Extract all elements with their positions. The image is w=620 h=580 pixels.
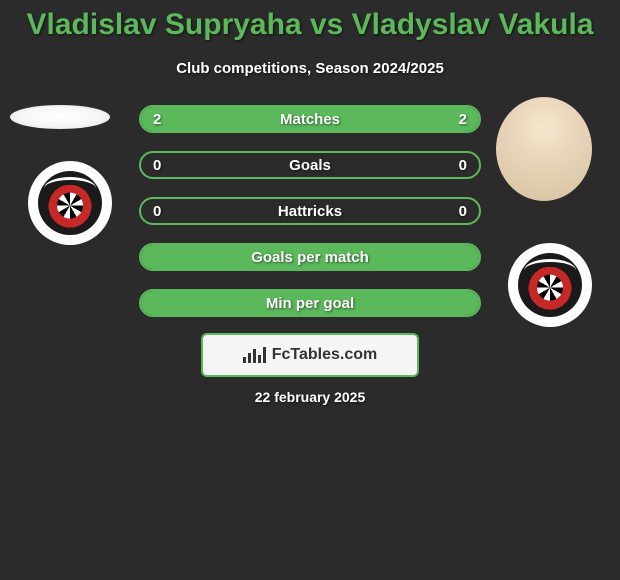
- stat-row: 0 0 Goals: [139, 151, 481, 179]
- stat-label: Hattricks: [278, 203, 342, 220]
- stat-label: Goals: [289, 157, 331, 174]
- comparison-content: 2 2 Matches 0 0 Goals 0 0 Hattricks Goals per mat…: [0, 105, 620, 405]
- player-left-photo: [10, 105, 110, 129]
- stat-row: 0 0 Hattricks: [139, 197, 481, 225]
- stat-label: Goals per match: [251, 249, 369, 266]
- stat-left-value: 0: [153, 157, 161, 174]
- soccer-ball-icon: [537, 275, 563, 301]
- bar-chart-icon: [243, 347, 266, 363]
- watermark-box: FcTables.com: [201, 333, 419, 377]
- stat-label: Min per goal: [266, 295, 354, 312]
- club-logo-left: [28, 161, 112, 245]
- stat-right-value: 0: [459, 157, 467, 174]
- stat-left-value: 2: [153, 111, 161, 128]
- stat-row: Min per goal: [139, 289, 481, 317]
- soccer-ball-icon: [57, 193, 83, 219]
- watermark-text: FcTables.com: [272, 346, 378, 364]
- stat-row: Goals per match: [139, 243, 481, 271]
- club-crest-icon: [518, 253, 582, 317]
- stat-left-value: 0: [153, 203, 161, 220]
- date-text: 22 february 2025: [0, 389, 620, 405]
- page-title: Vladislav Supryaha vs Vladyslav Vakula: [0, 0, 620, 42]
- player-right-photo: [496, 97, 592, 201]
- stats-list: 2 2 Matches 0 0 Goals 0 0 Hattricks Goals per mat…: [139, 105, 481, 317]
- stat-label: Matches: [280, 111, 340, 128]
- club-logo-right: [508, 243, 592, 327]
- stat-row: 2 2 Matches: [139, 105, 481, 133]
- stat-right-value: 2: [459, 111, 467, 128]
- subtitle: Club competitions, Season 2024/2025: [0, 60, 620, 77]
- stat-right-value: 0: [459, 203, 467, 220]
- club-crest-icon: [38, 171, 102, 235]
